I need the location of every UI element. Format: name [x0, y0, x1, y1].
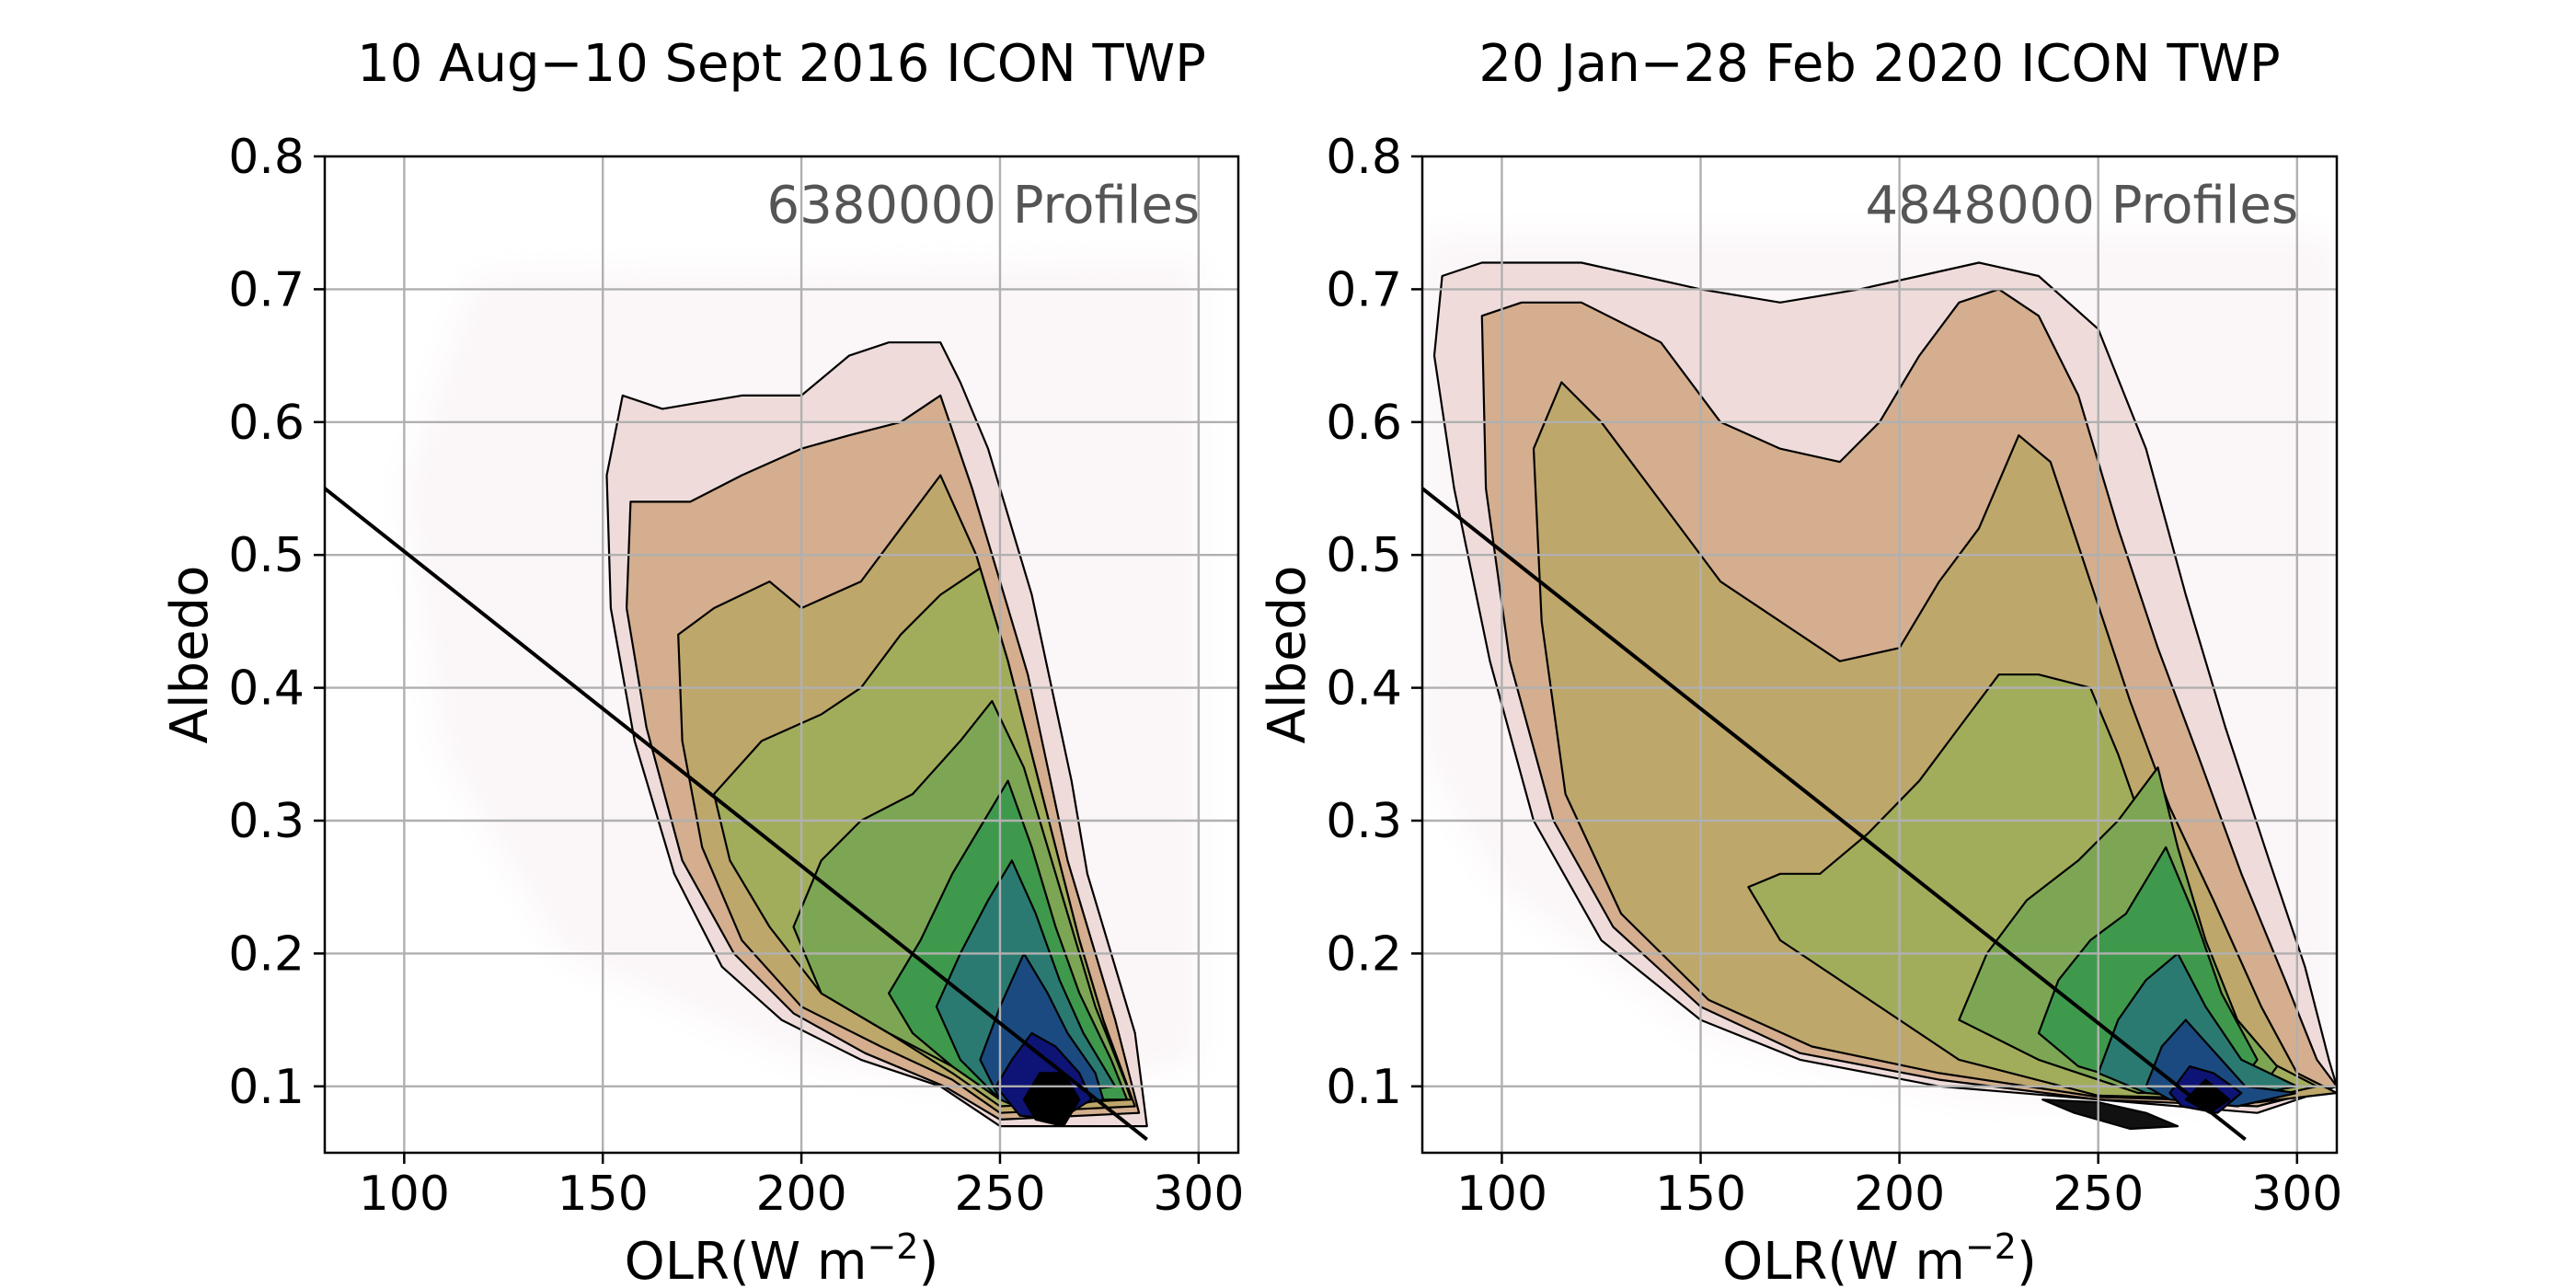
x-tick-label: 250	[2053, 1167, 2144, 1222]
y-tick-label: 0.7	[1326, 262, 1402, 317]
chart-title: 10 Aug−10 Sept 2016 ICON TWP	[357, 34, 1206, 94]
x-axis-label: OLR(W m−2)	[1722, 1226, 2037, 1288]
y-tick-label: 0.6	[228, 396, 305, 451]
y-tick-label: 0.2	[228, 926, 305, 982]
y-tick-label: 0.7	[228, 262, 305, 317]
y-tick-label: 0.1	[228, 1060, 305, 1115]
x-tick-label: 300	[1153, 1167, 1244, 1222]
chart-title: 20 Jan−28 Feb 2020 ICON TWP	[1478, 34, 2280, 94]
y-tick-label: 0.8	[228, 130, 305, 185]
panel-left-2016: 100 150 200 250 300 0.1 0.2 0.3 0.4 0.5 0.6 0.7 0.8 1…	[160, 34, 1244, 1288]
axes-frame	[1420, 155, 2339, 1155]
y-tick-label: 0.8	[1326, 130, 1402, 185]
y-tick-label: 0.2	[1326, 926, 1402, 982]
y-tick-label: 0.4	[228, 661, 305, 717]
x-tick-label: 150	[1655, 1167, 1746, 1222]
axes-frame	[323, 155, 1240, 1155]
x-tick-label: 250	[954, 1167, 1045, 1222]
y-tick-label: 0.5	[228, 528, 305, 583]
y-tick-label: 0.3	[228, 794, 305, 849]
x-tick-label: 100	[359, 1167, 450, 1222]
profiles-count: 6380000 Profiles	[766, 176, 1200, 236]
x-tick-label: 200	[1854, 1167, 1945, 1222]
y-tick-label: 0.5	[1326, 528, 1402, 583]
y-tick-label: 0.4	[1326, 661, 1402, 717]
y-axis-label: Albedo	[1258, 566, 1317, 744]
panel-right-2020: 100 150 200 250 300 0.1 0.2 0.3 0.4 0.5 0.6 0.7 0.8 2…	[1258, 34, 2342, 1288]
x-axis-label: OLR(W m−2)	[625, 1226, 939, 1288]
profiles-count: 4848000 Profiles	[1865, 176, 2298, 236]
y-tick-label: 0.6	[1326, 396, 1402, 451]
reference-line	[1422, 487, 2247, 1142]
y-tick-label: 0.1	[1326, 1060, 1402, 1115]
y-axis-label: Albedo	[160, 566, 220, 744]
x-tick-label: 100	[1456, 1167, 1547, 1222]
reference-line	[325, 487, 1148, 1142]
x-tick-label: 300	[2251, 1167, 2342, 1222]
x-tick-label: 150	[558, 1167, 649, 1222]
x-tick-label: 200	[755, 1167, 846, 1222]
y-tick-label: 0.3	[1326, 794, 1402, 849]
